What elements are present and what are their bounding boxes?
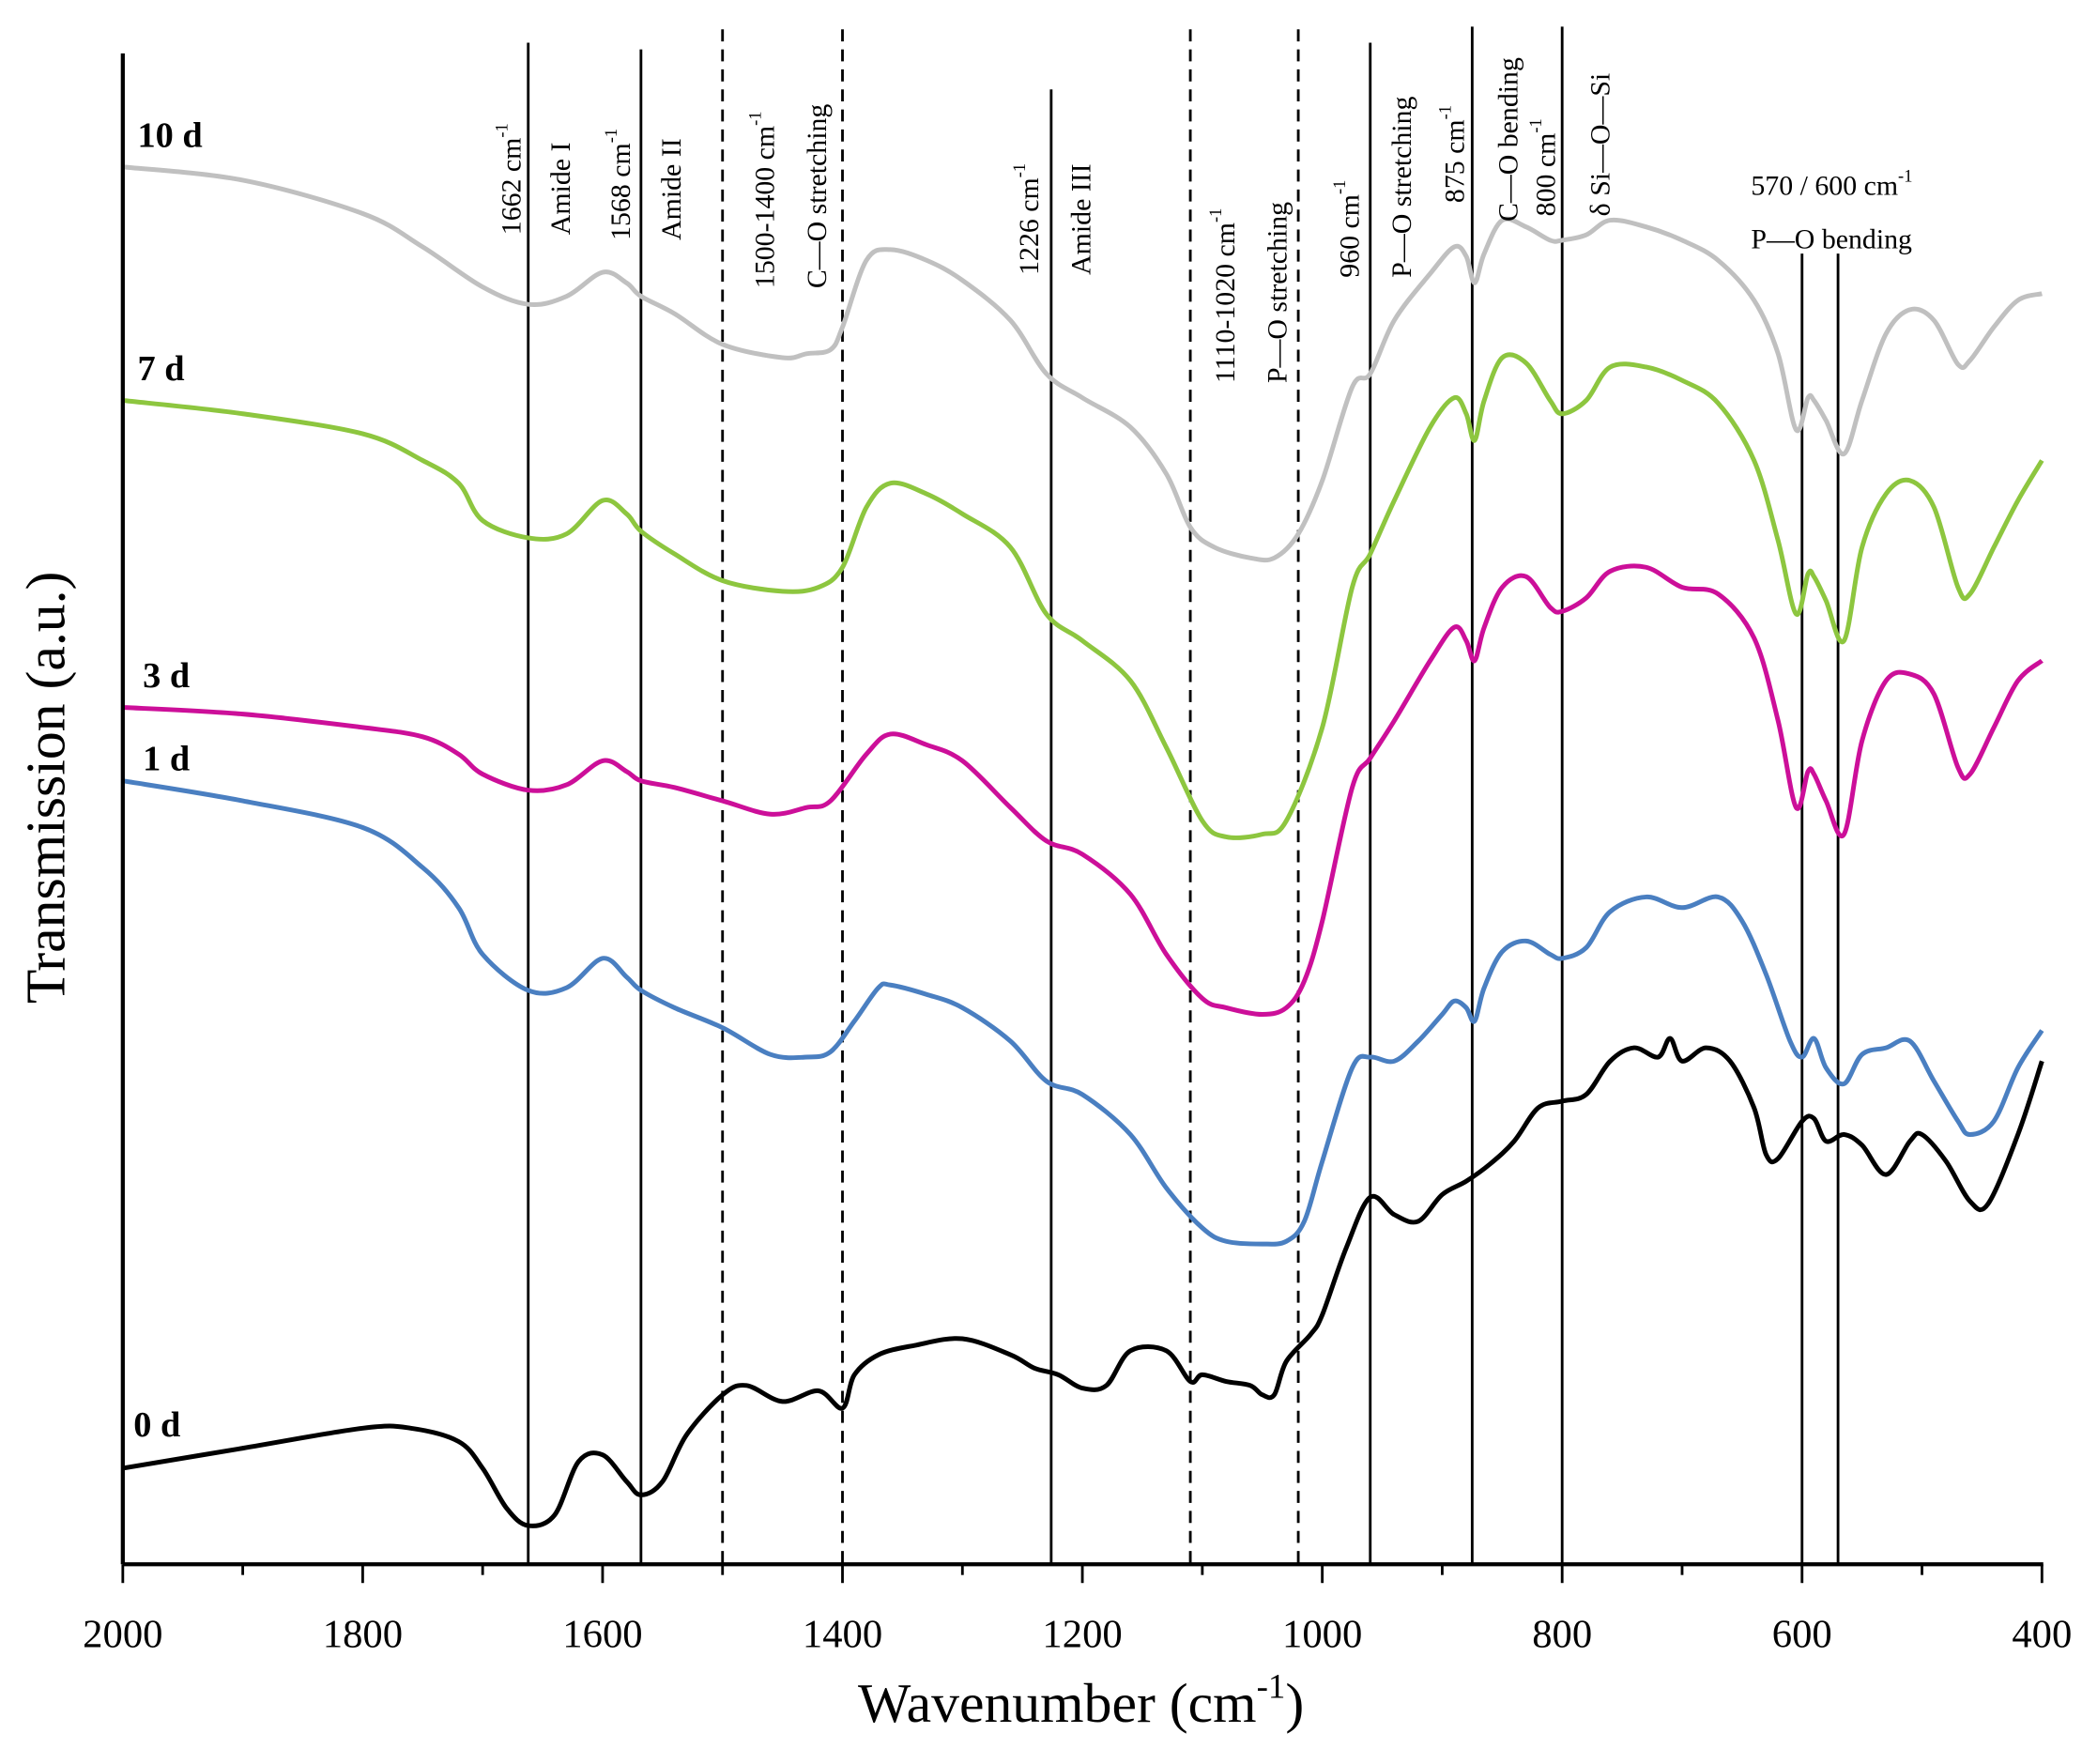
x-axis-label-sup: -1 bbox=[1257, 1666, 1286, 1705]
annotation-sup: -1 bbox=[1435, 105, 1454, 119]
annotation-text: 1226 cm bbox=[1014, 177, 1045, 275]
annotation-text: 800 cm bbox=[1530, 133, 1561, 217]
x-axis-label-main: Wavenumber (cm bbox=[858, 1672, 1257, 1734]
annotation-label: 875 cm-1 bbox=[1435, 105, 1470, 203]
annotation-label: C—O stretching bbox=[802, 104, 833, 289]
x-tick-label: 1200 bbox=[1042, 1612, 1122, 1656]
annotation-text: Amide II bbox=[656, 138, 687, 240]
annotation-sup: -1 bbox=[492, 123, 511, 137]
x-axis-label-end: ) bbox=[1285, 1672, 1304, 1734]
x-tick-label: 400 bbox=[2012, 1612, 2072, 1656]
annotation-label: δ Si—O—Si bbox=[1585, 73, 1616, 217]
series-line-1d bbox=[122, 778, 2044, 1247]
x-ticks: 2000 1800 1600 1400 1200 1000 800 600 400 bbox=[83, 1564, 2072, 1656]
series-label: 0 d bbox=[133, 1405, 180, 1445]
series-labels: 10 d 7 d 3 d 1 d 0 d bbox=[133, 115, 203, 1444]
series-label: 10 d bbox=[137, 115, 202, 155]
x-tick-label: 1600 bbox=[562, 1612, 642, 1656]
annotation-sup: -1 bbox=[1526, 118, 1545, 132]
annotation-label: Amide II bbox=[656, 138, 687, 240]
annotation-label: Amide III bbox=[1066, 163, 1097, 275]
annotation-label: P—O stretching bbox=[1386, 97, 1417, 278]
series-label: 1 d bbox=[143, 739, 190, 778]
annotation-text: 1110-1020 cm bbox=[1210, 222, 1241, 383]
annotation-text: 1500-1400 cm bbox=[750, 126, 781, 288]
annotation-text: C—O stretching bbox=[802, 104, 833, 289]
annotation-label: P—O stretching bbox=[1263, 202, 1294, 383]
series-line-7d bbox=[122, 352, 2044, 840]
annotation-text: P—O bending bbox=[1751, 223, 1912, 254]
series-label: 3 d bbox=[143, 656, 190, 696]
x-tick-label: 2000 bbox=[83, 1612, 162, 1656]
annotation-text: P—O stretching bbox=[1263, 202, 1294, 383]
annotation-text: 1568 cm bbox=[605, 143, 636, 240]
annotation-text: P—O stretching bbox=[1386, 97, 1417, 278]
annotation-label: P—O bending bbox=[1751, 223, 1912, 254]
series-line-10d bbox=[122, 164, 2043, 563]
reference-lines bbox=[527, 26, 1840, 1565]
annotation-sup: -1 bbox=[1330, 180, 1349, 194]
y-axis-label: Transmission (a.u.) bbox=[14, 572, 76, 1005]
x-axis-label: Wavenumber (cm-1) bbox=[858, 1666, 1304, 1734]
annotation-label: 570 / 600 cm-1 bbox=[1751, 166, 1912, 201]
annotation-label: 1226 cm-1 bbox=[1010, 163, 1045, 275]
annotation-text: 570 / 600 cm bbox=[1751, 171, 1898, 202]
series-line-3d bbox=[122, 563, 2044, 1018]
x-tick-label: 1400 bbox=[803, 1612, 882, 1656]
annotation-text: 875 cm bbox=[1440, 119, 1471, 203]
annotation-label: Amide I bbox=[545, 143, 576, 236]
annotation-sup: -1 bbox=[1898, 166, 1912, 185]
annotation-sup: -1 bbox=[1206, 208, 1225, 222]
annotation-text: C—O bending bbox=[1493, 57, 1524, 222]
x-tick-label: 1000 bbox=[1282, 1612, 1362, 1656]
series-line-0d bbox=[122, 1035, 2044, 1528]
annotation-text: δ Si—O—Si bbox=[1585, 73, 1616, 217]
annotation-text: Amide I bbox=[545, 143, 576, 236]
series-curves bbox=[122, 164, 2044, 1528]
annotation-label: 800 cm-1 bbox=[1526, 118, 1561, 216]
annotation-sup: -1 bbox=[745, 111, 764, 125]
series-label: 7 d bbox=[137, 349, 184, 389]
annotation-sup: -1 bbox=[602, 129, 620, 143]
x-tick-label: 800 bbox=[1532, 1612, 1592, 1656]
annotation-sup: -1 bbox=[1010, 163, 1029, 177]
annotation-label: C—O bending bbox=[1493, 57, 1524, 222]
annotation-label: 1662 cm-1 bbox=[492, 123, 527, 235]
annotation-text: Amide III bbox=[1066, 163, 1097, 275]
annotation-label: 960 cm-1 bbox=[1330, 180, 1365, 278]
annotation-text: 960 cm bbox=[1334, 194, 1365, 278]
annotation-label: 1110-1020 cm-1 bbox=[1206, 208, 1241, 383]
annotation-label: 1500-1400 cm-1 bbox=[745, 111, 780, 288]
x-tick-label: 1800 bbox=[323, 1612, 403, 1656]
annotation-text: 1662 cm bbox=[497, 138, 528, 236]
annotation-label: 1568 cm-1 bbox=[602, 129, 636, 240]
x-tick-label: 600 bbox=[1772, 1612, 1832, 1656]
